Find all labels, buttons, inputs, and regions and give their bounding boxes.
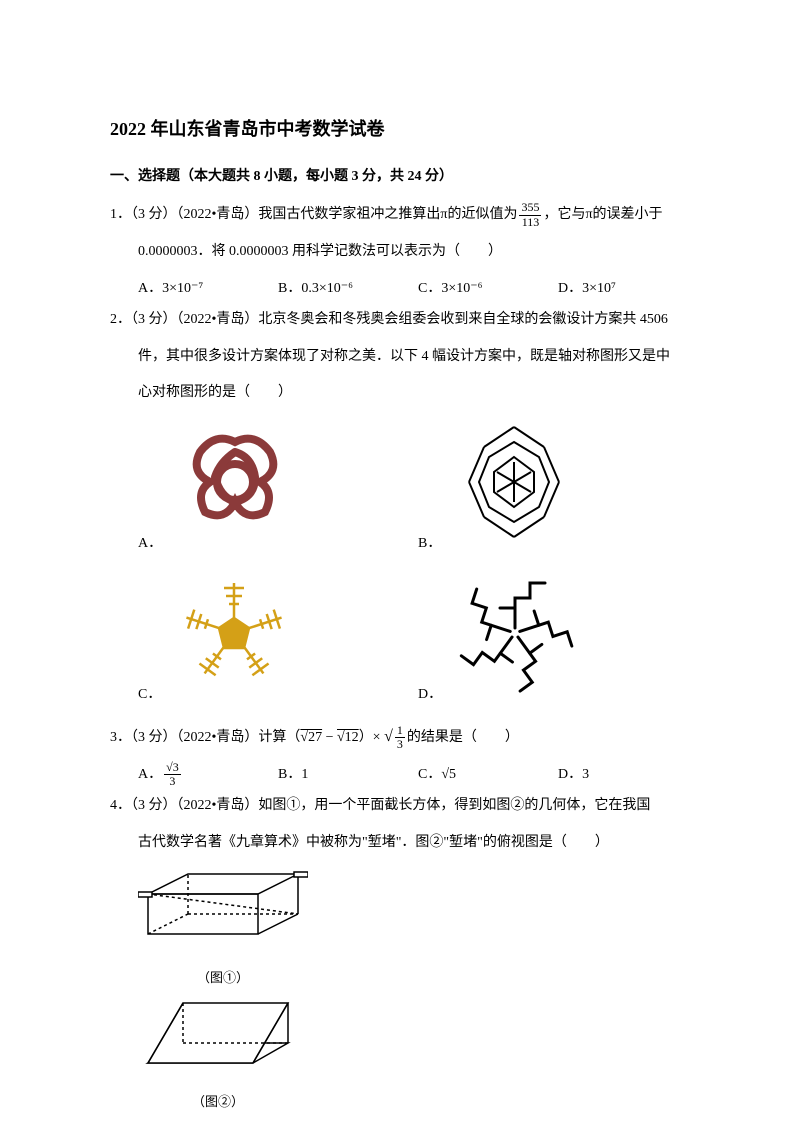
q4-figures: （图①） （图②）	[110, 864, 698, 1116]
q4-figure-2-wrap: （图②）	[138, 993, 698, 1116]
q3a-den: 3	[164, 775, 181, 788]
q3-option-b: B．1	[278, 760, 418, 791]
q4-figure-1	[138, 864, 308, 949]
q1-option-d: D．3×10⁷	[558, 274, 698, 305]
q1-options: A．3×10⁻⁷ B．0.3×10⁻⁶ C．3×10⁻⁶ D．3×10⁷	[110, 274, 698, 305]
q2-label-c: C．	[138, 680, 161, 711]
q1-option-c: C．3×10⁻⁶	[418, 274, 558, 305]
question-2-line3: 心对称图形的是（ ）	[110, 378, 698, 409]
question-1: 1．（3 分）（2022•青岛）我国古代数学家祖冲之推算出π的近似值为35511…	[110, 200, 698, 231]
q2-image-c	[169, 568, 299, 711]
frac-num: 355	[519, 201, 541, 215]
section-header: 一、选择题（本大题共 8 小题，每小题 3 分，共 24 分）	[110, 162, 698, 193]
q2-image-row-2: C．	[110, 568, 698, 711]
q2-image-d	[450, 568, 580, 711]
question-3: 3．（3 分）（2022•青岛）计算（√27 − √12）× √13的结果是（ …	[110, 719, 698, 754]
q3a-label: A．	[138, 767, 162, 782]
q2-image-b	[449, 417, 579, 560]
q3-option-d: D．3	[558, 760, 698, 791]
q2-label-d: D．	[418, 680, 442, 711]
q2-image-a	[170, 417, 300, 560]
question-2-line1: 2．（3 分）（2022•青岛）北京冬奥会和冬残奥会组委会收到来自全球的会徽设计…	[110, 305, 698, 336]
q3-options: A．√33 B．1 C．√5 D．3	[110, 760, 698, 791]
q4-figure-1-wrap: （图①）	[138, 864, 698, 992]
q3a-num: √3	[164, 761, 181, 775]
q2-label-b: B．	[418, 529, 441, 560]
q2-image-row-1: A． B．	[110, 417, 698, 560]
question-2-line2: 件，其中很多设计方案体现了对称之美．以下 4 幅设计方案中，既是轴对称图形又是中	[110, 342, 698, 373]
page-title: 2022 年山东省青岛市中考数学试卷	[110, 110, 698, 150]
question-4-line1: 4．（3 分）（2022•青岛）如图①，用一个平面截长方体，得到如图②的几何体，…	[110, 791, 698, 822]
frac-den: 113	[519, 216, 541, 229]
q1-option-a: A．3×10⁻⁷	[138, 274, 278, 305]
q4-figure-2	[138, 993, 298, 1073]
q1-fraction: 355113	[519, 201, 541, 228]
q2-label-a: A．	[138, 529, 162, 560]
q1-line2: 0.0000003．将 0.0000003 用科学记数法可以表示为（ ）	[110, 237, 698, 268]
q1-option-b: B．0.3×10⁻⁶	[278, 274, 418, 305]
q1-suffix1: ，它与π的误差小于	[543, 207, 662, 222]
q3-option-a: A．√33	[138, 760, 278, 791]
question-4-line2: 古代数学名著《九章算术》中被称为"堑堵"．图②"堑堵"的俯视图是（ ）	[110, 828, 698, 859]
q3-option-c: C．√5	[418, 760, 558, 791]
q1-prefix: 1．（3 分）（2022•青岛）我国古代数学家祖冲之推算出π的近似值为	[110, 207, 517, 222]
q4-cap2: （图②）	[138, 1088, 298, 1117]
q4-cap1: （图①）	[138, 964, 308, 993]
